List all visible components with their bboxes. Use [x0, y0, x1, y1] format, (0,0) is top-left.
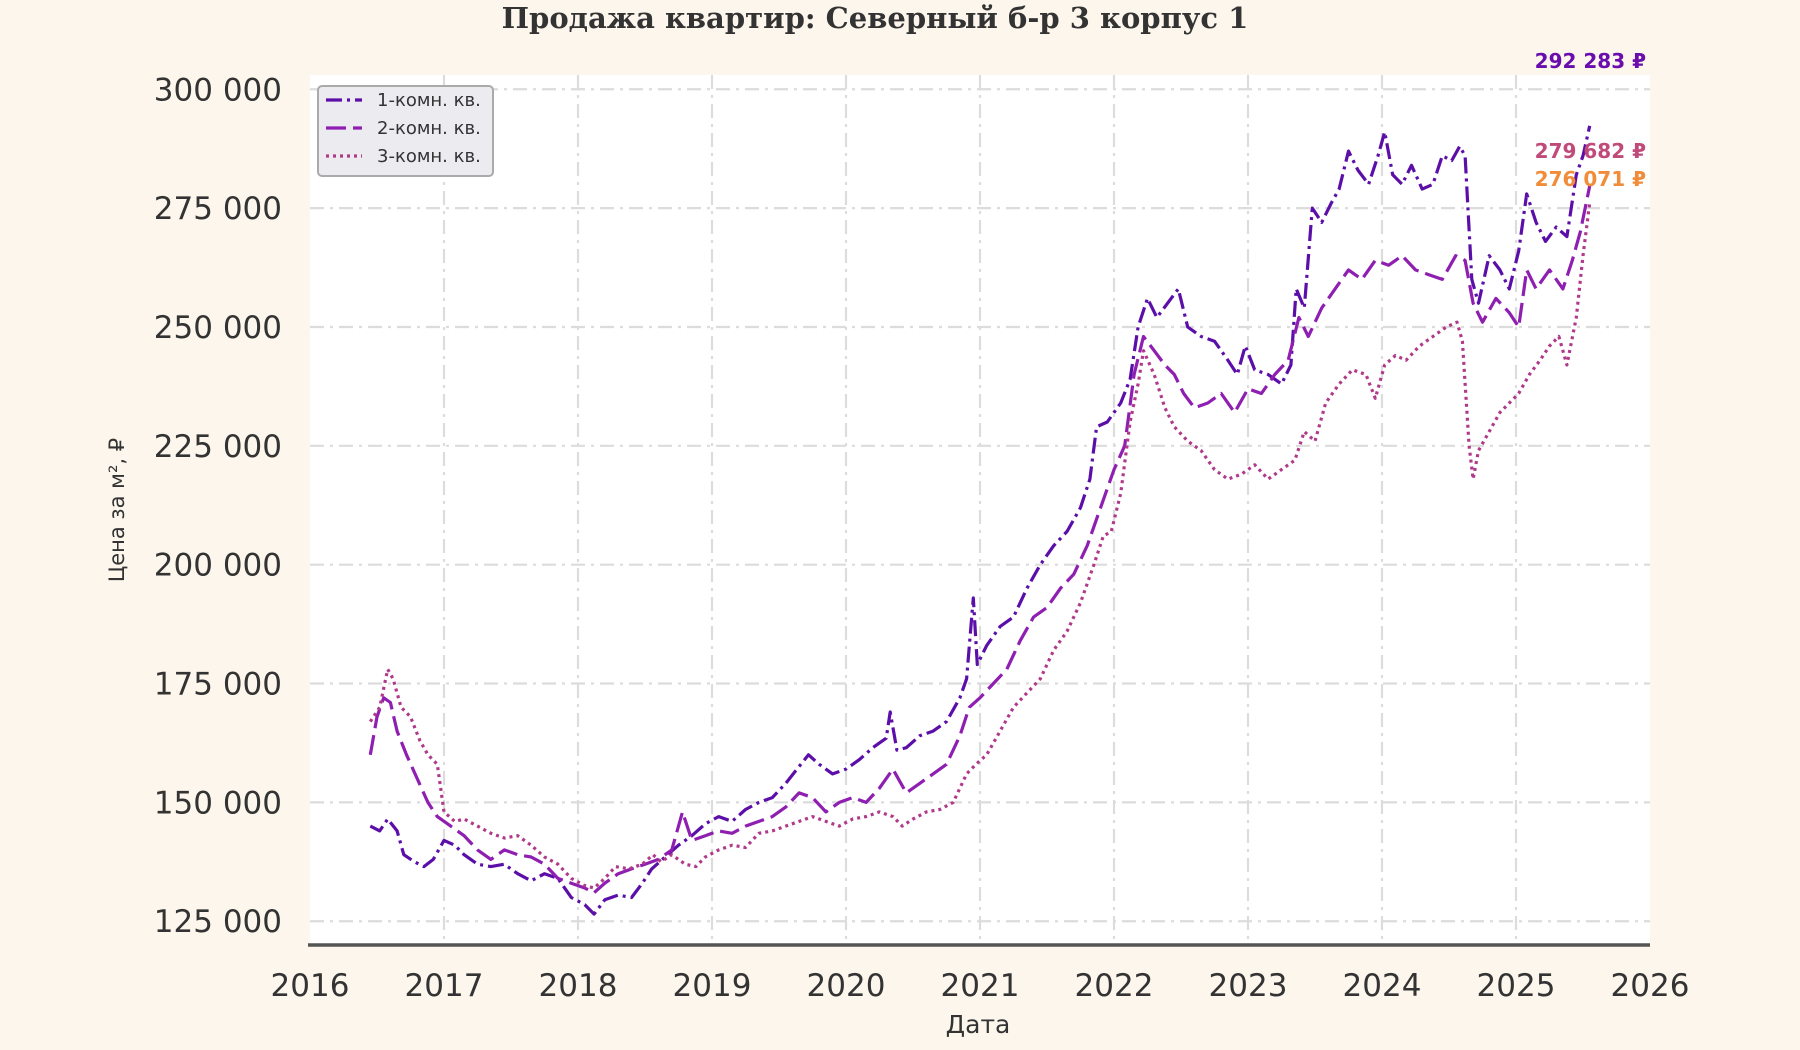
- legend-label: 3-комн. кв.: [377, 146, 481, 167]
- y-tick-label: 125 000: [154, 904, 282, 940]
- x-tick-label: 2017: [405, 968, 484, 1004]
- grid: [310, 75, 1650, 945]
- y-tick-label: 200 000: [154, 548, 282, 584]
- legend-label: 1-комн. кв.: [377, 90, 481, 111]
- y-tick-label: 300 000: [154, 72, 282, 108]
- series-group: [368, 125, 1592, 916]
- y-tick-label: 275 000: [154, 191, 282, 227]
- x-tick-label: 2023: [1209, 968, 1288, 1004]
- x-tick-label: 2018: [539, 968, 618, 1004]
- x-axis-label: Дата: [946, 1010, 1011, 1039]
- end-labels: 292 283 ₽ 279 682 ₽ 276 071 ₽: [1535, 49, 1646, 191]
- legend: 1-комн. кв. 2-комн. кв. 3-комн. кв.: [317, 85, 494, 177]
- legend-label: 2-комн. кв.: [377, 118, 481, 139]
- x-tick-label: 2024: [1343, 968, 1422, 1004]
- chart-title: Продажа квартир: Северный б-р 3 корпус 1: [502, 1, 1249, 35]
- x-tick-label: 2022: [1075, 968, 1154, 1004]
- y-tick-label: 175 000: [154, 667, 282, 703]
- x-tick-label: 2019: [673, 968, 752, 1004]
- series-line-1: [369, 125, 1592, 916]
- y-tick-labels: 125 000 150 000 175 000 200 000 225 000 250 0…: [154, 72, 282, 940]
- y-axis-label: Цена за м², ₽: [105, 438, 129, 582]
- y-tick-label: 225 000: [154, 429, 282, 465]
- x-tick-label: 2020: [807, 968, 886, 1004]
- x-tick-labels: 2016 2017 2018 2019 2020 2021 2022 2023 2024 2025…: [271, 968, 1690, 1004]
- end-value-label: 279 682 ₽: [1535, 139, 1646, 163]
- y-tick-label: 150 000: [154, 785, 282, 821]
- x-tick-label: 2025: [1477, 968, 1556, 1004]
- legend-box: [317, 85, 494, 177]
- end-value-label: 276 071 ₽: [1535, 167, 1646, 191]
- end-value-label: 292 283 ₽: [1535, 49, 1646, 73]
- x-tick-label: 2021: [941, 968, 1020, 1004]
- y-tick-label: 250 000: [154, 310, 282, 346]
- x-tick-label: 2026: [1611, 968, 1690, 1004]
- x-tick-label: 2016: [271, 968, 350, 1004]
- series-line-2: [368, 185, 1592, 895]
